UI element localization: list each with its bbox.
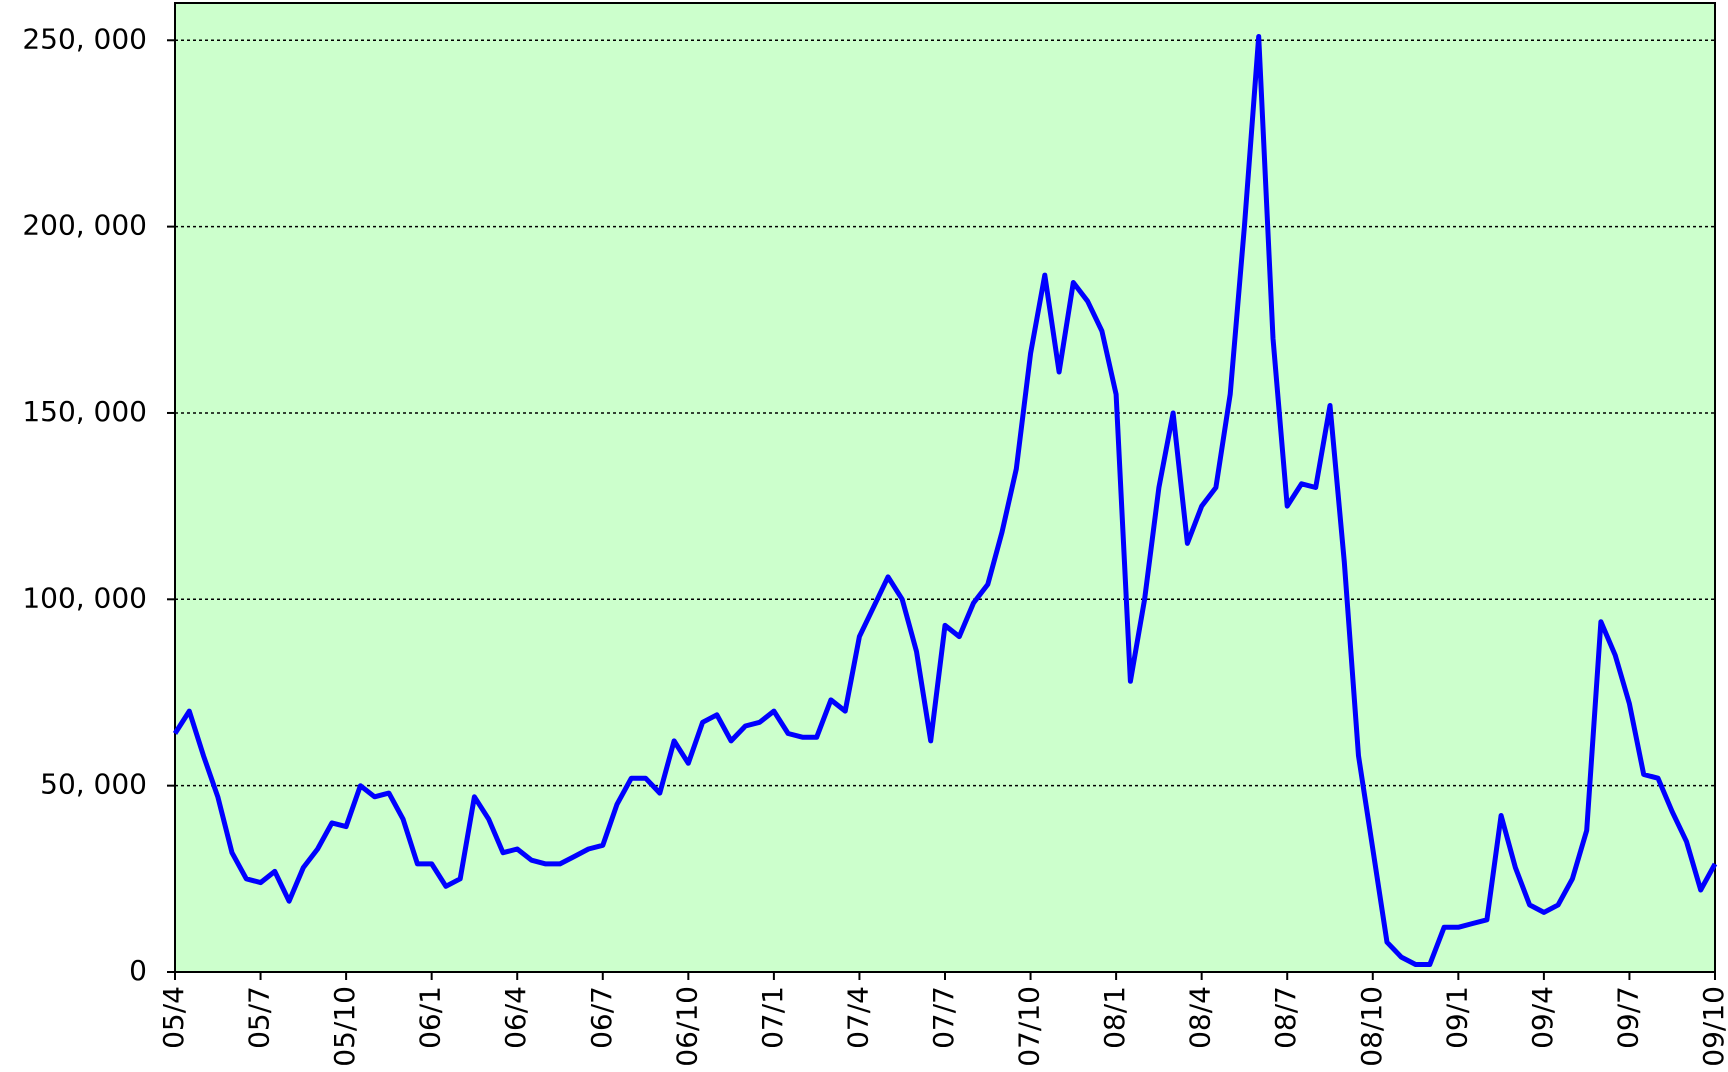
x-tick-label: 05/4 [157, 986, 190, 1049]
x-tick-label: 06/4 [499, 986, 532, 1049]
y-tick-label: 200, 000 [22, 209, 147, 242]
x-tick-label: 08/10 [1355, 986, 1388, 1067]
y-tick-label: 50, 000 [40, 768, 147, 801]
plot-border [174, 2, 1716, 973]
x-tick-label: 09/10 [1697, 986, 1728, 1067]
plot-area [175, 3, 1715, 972]
x-tick-label: 07/7 [927, 986, 960, 1049]
y-tick-label: 250, 000 [22, 22, 147, 55]
x-tick-label: 05/10 [328, 986, 361, 1067]
y-tick-label: 150, 000 [22, 395, 147, 428]
x-tick-label: 09/7 [1611, 986, 1644, 1049]
x-tick-label: 07/4 [841, 986, 874, 1049]
x-tick-label: 06/10 [670, 986, 703, 1067]
x-tick-label: 08/1 [1098, 986, 1131, 1049]
x-tick-label: 05/7 [243, 986, 276, 1049]
y-tick-label: 100, 000 [22, 581, 147, 614]
x-tick-label: 06/1 [414, 986, 447, 1049]
x-tick-label: 07/10 [1013, 986, 1046, 1067]
x-tick-label: 08/4 [1184, 986, 1217, 1049]
x-tick-label: 09/4 [1526, 986, 1559, 1049]
x-tick-label: 07/1 [756, 986, 789, 1049]
x-tick-label: 09/1 [1440, 986, 1473, 1049]
y-tick-label: 0 [129, 954, 147, 987]
x-tick-label: 06/7 [585, 986, 618, 1049]
x-tick-label: 08/7 [1269, 986, 1302, 1049]
data-line [172, 34, 1718, 967]
